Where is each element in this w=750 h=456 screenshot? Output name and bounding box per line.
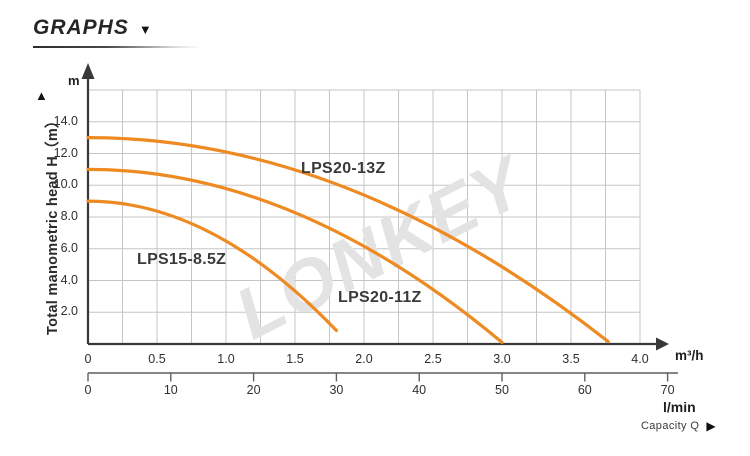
x-axis-tick-label: 0.5 [148,352,166,366]
right-triangle-icon: ▶ [706,419,716,433]
x-axis-tick-label: 3.0 [493,352,511,366]
x-axis-tick-label: 1.5 [286,352,304,366]
graphs-section-header[interactable]: GRAPHS ▼ [33,16,152,40]
lmin-axis-tick-label: 60 [577,383,592,397]
x-axis-tick-label: 3.5 [562,352,580,366]
capacity-caption: Capacity Q ▶ [641,419,716,433]
chevron-down-icon: ▼ [138,22,152,37]
lmin-axis-tick-label: 10 [163,383,178,397]
x-axis-tick-label: 2.0 [355,352,373,366]
y-axis-title: Total manometric head H（m） [45,113,61,335]
lmin-axis-tick-label: 0 [84,383,92,397]
y-axis-unit-label: m [68,73,80,88]
x-axis-primary-unit-label: m³/h [675,348,704,363]
up-triangle-icon: ▲ [35,88,48,103]
x-axis-tick-label: 1.0 [217,352,235,366]
lmin-axis-tick-label: 50 [495,383,509,397]
y-axis-tick-label: 6.0 [60,240,78,255]
x-axis-secondary-unit-label: l/min [663,399,696,415]
lmin-axis-tick-label: 70 [660,383,675,397]
lmin-axis-tick-label: 20 [246,383,261,397]
header-underline [33,46,201,48]
y-axis-tick-label: 14.0 [53,113,78,128]
y-axis-tick-label: 2.0 [60,304,78,319]
lmin-axis-tick-label: 30 [329,383,344,397]
curve-label-lps20-11z: LPS20-11Z [338,289,422,306]
x-axis-tick-label: 2.5 [424,352,442,366]
x-axis-tick-label: 4.0 [631,352,649,366]
brand-watermark: LONKEY [223,141,538,355]
y-axis-tick-label: 10.0 [53,177,78,192]
page-title: GRAPHS [33,16,129,39]
curve-label-lps20-13z: LPS20-13Z [301,160,386,177]
capacity-caption-text: Capacity Q [640,420,700,432]
x-axis-tick-label: 0 [84,352,92,366]
lmin-axis-tick-label: 40 [412,383,427,397]
y-axis-tick-label: 12.0 [53,145,78,160]
curve-label-lps15-8.5z: LPS15-8.5Z [137,251,227,268]
y-axis-tick-label: 8.0 [60,209,78,223]
y-axis-tick-label: 4.0 [60,272,78,287]
